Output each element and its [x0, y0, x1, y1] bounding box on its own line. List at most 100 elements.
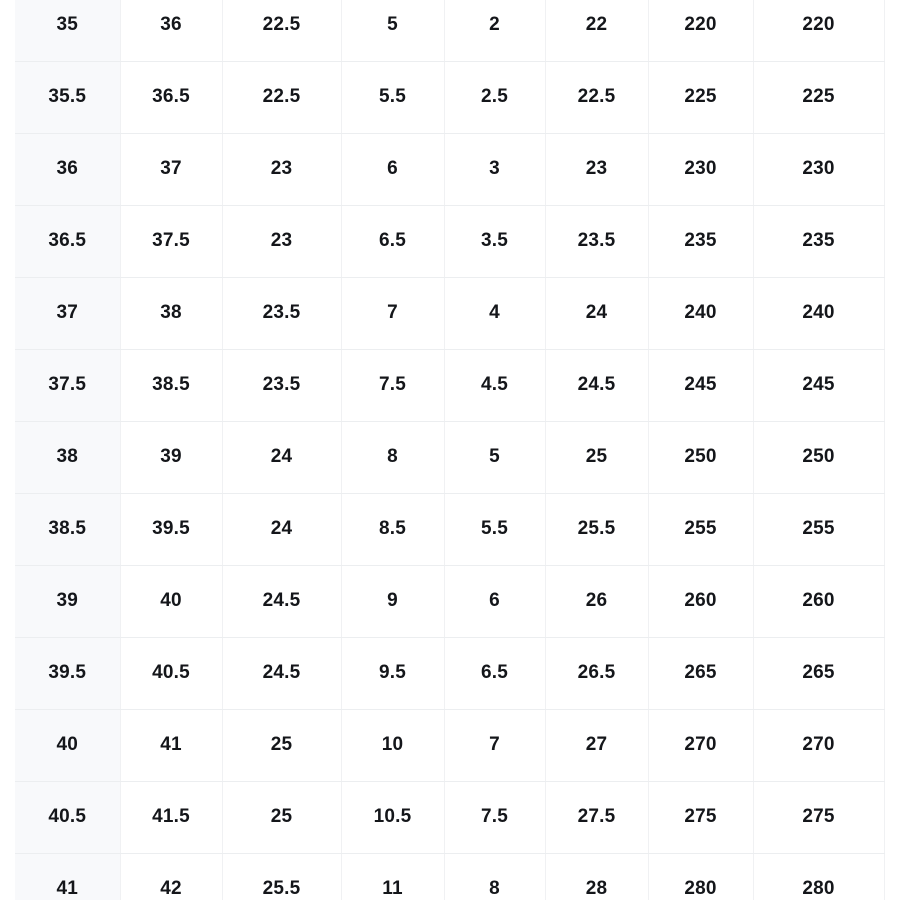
table-cell: 220: [648, 0, 754, 62]
table-cell: 240: [648, 277, 754, 350]
table-cell: 255: [753, 493, 885, 566]
table-cell: 265: [753, 637, 885, 710]
table-cell: 24.5: [222, 565, 342, 638]
table-cell: 24: [222, 493, 342, 566]
table-cell: 260: [648, 565, 754, 638]
table-cell: 40: [15, 709, 121, 782]
table-scroll-region[interactable]: 35 36 22.5 5 2 22 220 220 35.5 36.5 22.5 5.5 2.5 22.5…: [15, 0, 885, 900]
table-cell: 36.5: [120, 61, 223, 134]
table-cell: 260: [753, 565, 885, 638]
table-cell: 225: [648, 61, 754, 134]
table-cell: 10.5: [341, 781, 445, 854]
table-cell: 22.5: [222, 61, 342, 134]
table-cell: 230: [648, 133, 754, 206]
table-cell: 255: [648, 493, 754, 566]
table-cell: 245: [648, 349, 754, 422]
table-cell: 3.5: [444, 205, 546, 278]
table-cell: 25.5: [222, 853, 342, 900]
table-cell: 275: [648, 781, 754, 854]
table-cell: 23.5: [545, 205, 649, 278]
table-cell: 24: [545, 277, 649, 350]
table-cell: 250: [753, 421, 885, 494]
table-cell: 275: [753, 781, 885, 854]
table-cell: 27.5: [545, 781, 649, 854]
table-cell: 235: [753, 205, 885, 278]
table-cell: 23: [222, 133, 342, 206]
table-cell: 41: [15, 853, 121, 900]
table-cell: 24.5: [545, 349, 649, 422]
table-cell: 24.5: [222, 637, 342, 710]
table-cell: 230: [753, 133, 885, 206]
table-cell: 25.5: [545, 493, 649, 566]
table-cell: 5: [341, 0, 445, 62]
table-cell: 37.5: [15, 349, 121, 422]
table-cell: 250: [648, 421, 754, 494]
table-cell: 40.5: [15, 781, 121, 854]
table-cell: 41: [120, 709, 223, 782]
table-cell: 39.5: [120, 493, 223, 566]
table-cell: 245: [753, 349, 885, 422]
table-cell: 39: [15, 565, 121, 638]
table-cell: 4: [444, 277, 546, 350]
table-cell: 36: [15, 133, 121, 206]
table-cell: 38.5: [15, 493, 121, 566]
table-cell: 10: [341, 709, 445, 782]
table-cell: 39.5: [15, 637, 121, 710]
table-cell: 27: [545, 709, 649, 782]
table-cell: 37: [15, 277, 121, 350]
table-row: 40.5 41.5 25 10.5 7.5 27.5 275 275: [15, 781, 885, 854]
table-row: 36.5 37.5 23 6.5 3.5 23.5 235 235: [15, 205, 885, 278]
table-cell: 280: [753, 853, 885, 900]
table-cell: 23.5: [222, 349, 342, 422]
table-cell: 38: [15, 421, 121, 494]
table-cell: 225: [753, 61, 885, 134]
table-cell: 36.5: [15, 205, 121, 278]
table-cell: 37.5: [120, 205, 223, 278]
table-cell: 22.5: [545, 61, 649, 134]
table-row: 38 39 24 8 5 25 250 250: [15, 421, 885, 494]
table-cell: 5.5: [341, 61, 445, 134]
table-cell: 240: [753, 277, 885, 350]
table-cell: 280: [648, 853, 754, 900]
table-cell: 2.5: [444, 61, 546, 134]
table-cell: 40.5: [120, 637, 223, 710]
table-row: 39 40 24.5 9 6 26 260 260: [15, 565, 885, 638]
table-cell: 23: [222, 205, 342, 278]
table-cell: 22: [545, 0, 649, 62]
table-row: 35 36 22.5 5 2 22 220 220: [15, 0, 885, 62]
table-cell: 7.5: [444, 781, 546, 854]
table-cell: 7.5: [341, 349, 445, 422]
table-cell: 25: [545, 421, 649, 494]
table-cell: 4.5: [444, 349, 546, 422]
table-cell: 235: [648, 205, 754, 278]
table-row: 41 42 25.5 11 8 28 280 280: [15, 853, 885, 900]
table-cell: 26.5: [545, 637, 649, 710]
table-cell: 270: [753, 709, 885, 782]
table-row: 37 38 23.5 7 4 24 240 240: [15, 277, 885, 350]
size-conversion-table: 35 36 22.5 5 2 22 220 220 35.5 36.5 22.5 5.5 2.5 22.5…: [15, 0, 885, 900]
table-cell: 37: [120, 133, 223, 206]
table-cell: 42: [120, 853, 223, 900]
table-cell: 270: [648, 709, 754, 782]
table-cell: 5: [444, 421, 546, 494]
table-cell: 28: [545, 853, 649, 900]
table-cell: 23: [545, 133, 649, 206]
table-cell: 6: [444, 565, 546, 638]
table-row: 35.5 36.5 22.5 5.5 2.5 22.5 225 225: [15, 61, 885, 134]
table-cell: 2: [444, 0, 546, 62]
table-cell: 35.5: [15, 61, 121, 134]
table-cell: 36: [120, 0, 223, 62]
table-row: 37.5 38.5 23.5 7.5 4.5 24.5 245 245: [15, 349, 885, 422]
table-cell: 38: [120, 277, 223, 350]
table-cell: 8: [444, 853, 546, 900]
table-cell: 9.5: [341, 637, 445, 710]
table-cell: 7: [444, 709, 546, 782]
table-cell: 6: [341, 133, 445, 206]
table-cell: 40: [120, 565, 223, 638]
table-row: 40 41 25 10 7 27 270 270: [15, 709, 885, 782]
table-cell: 39: [120, 421, 223, 494]
table-cell: 265: [648, 637, 754, 710]
table-cell: 11: [341, 853, 445, 900]
table-row: 38.5 39.5 24 8.5 5.5 25.5 255 255: [15, 493, 885, 566]
